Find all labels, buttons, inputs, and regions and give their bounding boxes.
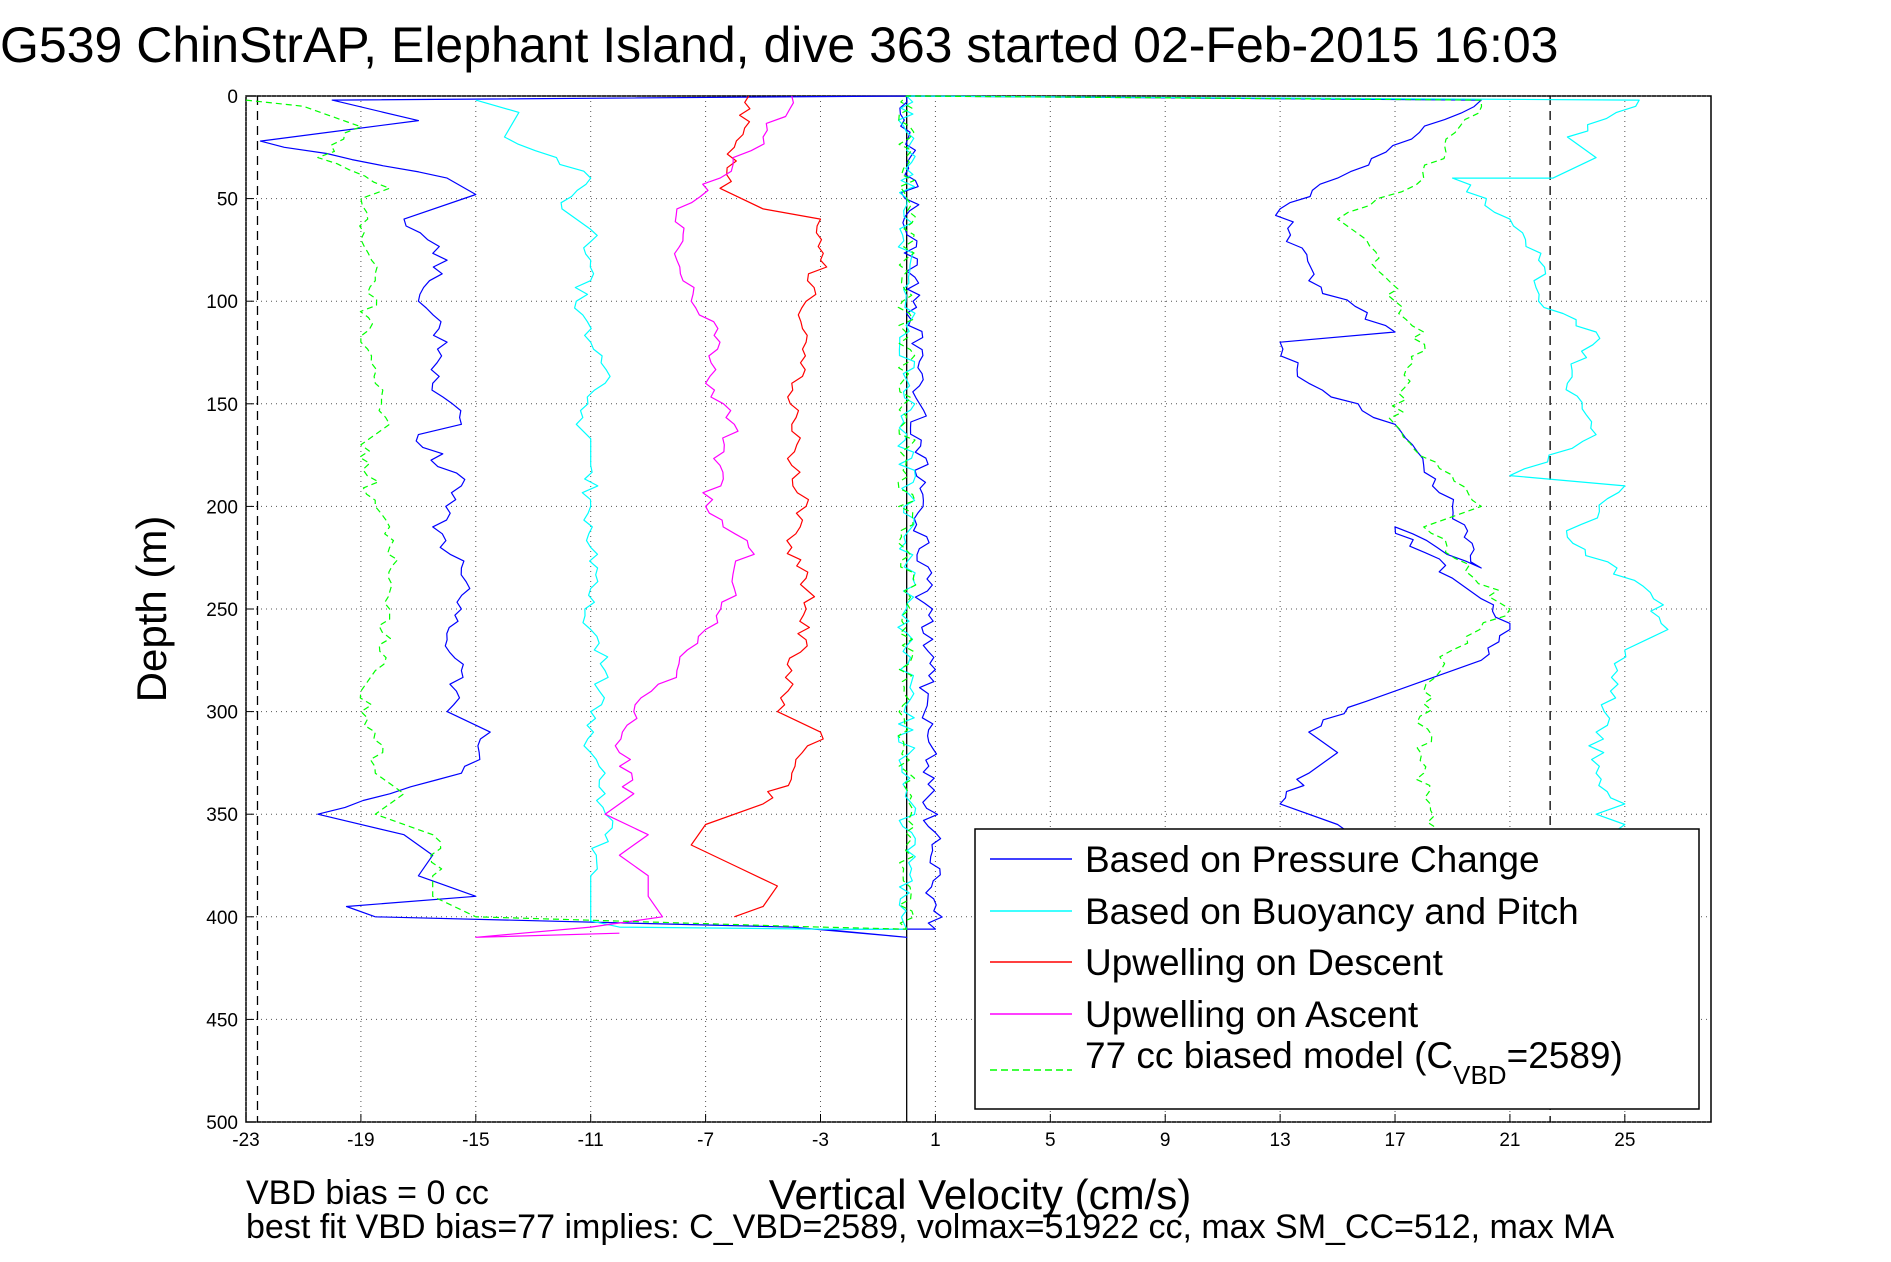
x-axis-label: Vertical Velocity (cm/s) xyxy=(769,1171,1191,1218)
x-tick-label: -19 xyxy=(347,1130,374,1151)
y-tick-label: 50 xyxy=(217,190,238,211)
legend-model-suffix: =2589) xyxy=(1507,1035,1623,1076)
y-tick-label: 500 xyxy=(206,1113,238,1134)
legend: Based on Pressure Change Based on Buoyan… xyxy=(974,828,1700,1110)
best-fit-note: best fit VBD bias=77 implies: C_VBD=2589… xyxy=(246,1208,1615,1246)
y-tick-label: 200 xyxy=(206,497,238,518)
y-tick-label: 150 xyxy=(206,395,238,416)
y-tick-labels: 0 50 100 150 200 250 300 350 400 450 500 xyxy=(206,87,238,1134)
series-line-descent xyxy=(690,95,828,918)
x-tick-label: 13 xyxy=(1270,1130,1291,1151)
x-tick-label: 9 xyxy=(1160,1130,1171,1151)
data-series xyxy=(245,95,1669,938)
y-axis-label: Depth (m) xyxy=(128,516,175,703)
legend-label-buoyancy: Based on Buoyancy and Pitch xyxy=(1085,891,1579,932)
legend-label-ascent: Upwelling on Ascent xyxy=(1085,994,1419,1035)
y-tick-label: 350 xyxy=(206,805,238,826)
x-tick-label: -23 xyxy=(232,1130,259,1151)
series-line-ascent xyxy=(475,95,794,938)
x-tick-label: 5 xyxy=(1045,1130,1056,1151)
y-tick-label: 400 xyxy=(206,908,238,929)
y-tick-label: 100 xyxy=(206,292,238,313)
series-line-pressure xyxy=(259,95,1511,938)
y-tick-label: 250 xyxy=(206,600,238,621)
legend-label-pressure: Based on Pressure Change xyxy=(1085,839,1540,880)
legend-model-subscript: VBD xyxy=(1453,1060,1506,1090)
x-tick-label: 17 xyxy=(1384,1130,1405,1151)
x-tick-label: 25 xyxy=(1614,1130,1635,1151)
x-tick-labels: -23 -19 -15 -11 -7 -3 1 5 9 13 17 21 25 xyxy=(232,1130,1635,1151)
x-tick-label: -7 xyxy=(697,1130,714,1151)
legend-model-prefix: 77 cc biased model (C xyxy=(1085,1035,1453,1076)
legend-label-model: 77 cc biased model (CVBD=2589) xyxy=(1085,1035,1623,1090)
x-tick-label: -3 xyxy=(812,1130,829,1151)
x-tick-label: 1 xyxy=(930,1130,941,1151)
series-line-model xyxy=(245,95,1511,930)
legend-box xyxy=(974,828,1700,1110)
x-tick-label: -15 xyxy=(462,1130,489,1151)
legend-label-descent: Upwelling on Descent xyxy=(1085,942,1444,983)
y-tick-label: 0 xyxy=(227,87,238,108)
x-tick-label: 21 xyxy=(1499,1130,1520,1151)
x-tick-label: -11 xyxy=(578,1130,604,1151)
chart-title: G539 ChinStrAP, Elephant Island, dive 36… xyxy=(0,17,1558,73)
y-tick-label: 450 xyxy=(206,1010,238,1031)
y-tick-label: 300 xyxy=(206,703,238,724)
series-line-buoyancy xyxy=(475,95,1669,930)
vbd-bias-note: VBD bias = 0 cc xyxy=(246,1174,489,1212)
